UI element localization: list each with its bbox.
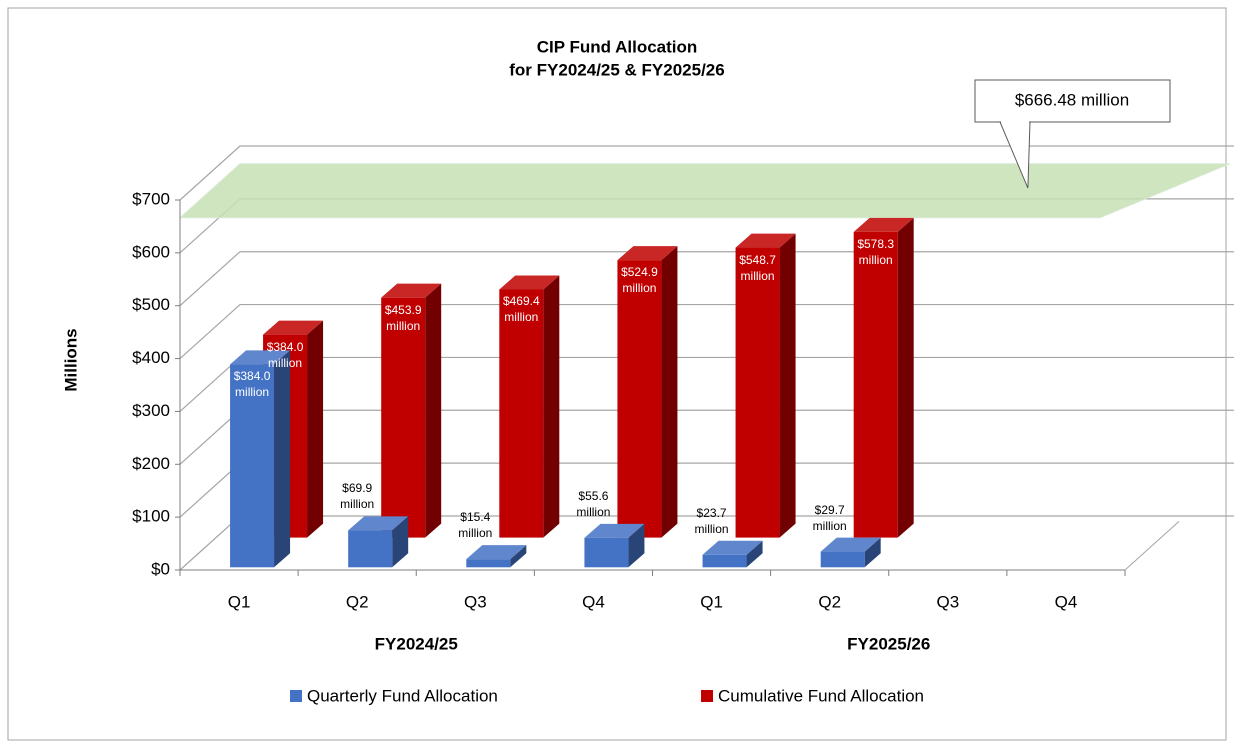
bar-top [584,523,645,538]
group-label: FY2024/25 [375,634,458,653]
bar-side [274,350,291,568]
bar-side [864,537,881,568]
bar-side [510,545,527,568]
bar-top [499,275,560,290]
x-tick-label: Q1 [700,592,723,611]
x-tick-label: Q2 [818,592,841,611]
x-tick-label: Q3 [464,592,487,611]
bar-top [348,516,409,531]
bar-top [820,537,881,552]
y-tick-label: $300 [132,401,170,420]
value-label: $15.4 million [458,510,493,541]
value-label: $453.9 million [384,302,422,333]
x-tick-label: Q4 [1055,592,1078,611]
x-tick-label: Q1 [228,592,251,611]
value-label: $384.0 million [266,339,304,370]
bar [617,260,662,538]
bar [230,364,275,568]
bar-top [702,540,763,555]
x-tick-label: Q4 [582,592,605,611]
bar-top [381,283,442,298]
y-tick-label: $500 [132,295,170,314]
value-label: $548.7 million [739,252,776,283]
chart-title: CIP Fund Allocation [537,37,698,56]
y-tick-label: $200 [132,454,170,473]
bar [735,247,780,538]
bar [348,530,393,568]
bar-top [735,233,796,248]
floor-edge [1124,521,1180,571]
bar-top [230,350,291,365]
target-band [178,163,1231,219]
bar [584,537,629,568]
legend-label: Quarterly Fund Allocation [307,686,498,705]
value-label: $384.0 million [233,369,271,400]
bar-side [543,275,560,538]
bar [702,554,747,568]
legend-swatch [701,690,713,702]
bar-side [661,246,678,538]
bar-top [263,320,324,335]
bar [466,559,511,568]
value-label: $524.9 million [621,265,658,296]
callout-box [974,79,1171,123]
value-label: $578.3 million [857,236,895,267]
y-tick-label: $0 [151,559,170,578]
value-label: $55.6 million [576,488,611,519]
group-label: FY2025/26 [847,634,930,653]
y-axis-title: Millions [61,328,80,391]
y-tick-label: $600 [132,242,170,261]
bar [381,297,426,538]
chart-title: for FY2024/25 & FY2025/26 [509,60,724,79]
bar [820,551,865,568]
bar [853,231,898,538]
value-label: $69.9 million [340,481,375,512]
y-tick-label: $400 [132,348,170,367]
bar-side [746,540,763,568]
bar-top [466,545,527,560]
bar [499,289,544,538]
bar-top [853,217,914,232]
value-label: $469.4 million [502,294,540,325]
x-tick-label: Q3 [936,592,959,611]
bar-side [628,523,645,568]
callout-label: $666.48 million [1015,90,1129,109]
bar-top [617,246,678,261]
grid-line [179,145,1234,201]
legend-label: Cumulative Fund Allocation [718,686,924,705]
legend-swatch [290,690,302,702]
bar-side [425,283,442,538]
value-label: $29.7 million [812,502,847,533]
bar-side [392,516,409,568]
y-tick-label: $700 [132,189,170,208]
bar-side [307,320,324,538]
bar-side [779,233,796,538]
bar-side [897,217,914,538]
x-tick-label: Q2 [346,592,369,611]
y-tick-label: $100 [132,507,170,526]
value-label: $23.7 million [694,505,729,536]
